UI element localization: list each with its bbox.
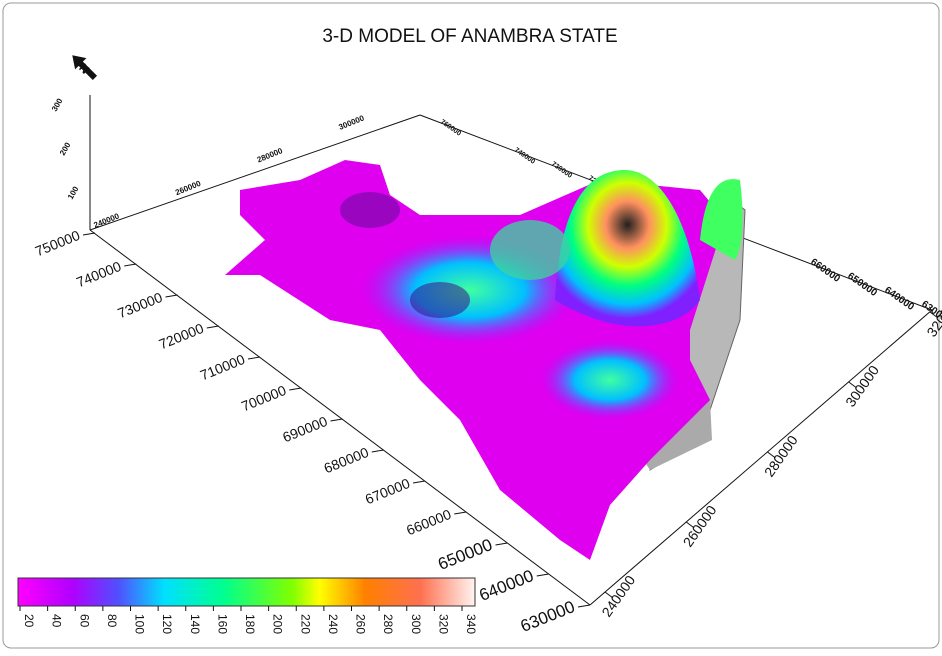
tick <box>412 480 426 484</box>
tick <box>604 591 614 599</box>
tick <box>82 232 96 236</box>
tick-label: 340 <box>464 614 478 634</box>
tick-label: 60 <box>77 614 91 628</box>
tick-label: 20 <box>22 614 36 628</box>
tick <box>685 521 695 529</box>
north-arrow: N <box>72 55 98 81</box>
tick <box>206 325 219 329</box>
tick <box>247 356 261 360</box>
tick-label: 320 <box>436 614 450 634</box>
tick <box>536 573 549 577</box>
surface <box>225 160 746 560</box>
tick <box>371 449 384 453</box>
tick <box>577 604 591 608</box>
tick <box>165 294 178 298</box>
tick <box>767 451 776 459</box>
tick-label: 160 <box>215 614 229 634</box>
tick-label: 220 <box>298 614 312 634</box>
tick <box>289 387 302 391</box>
tick-label: 240 <box>326 614 340 634</box>
colorbar <box>17 577 476 607</box>
tick <box>330 418 343 422</box>
tick-label: 280 <box>381 614 395 634</box>
tick-label: 140 <box>188 614 202 634</box>
tick <box>495 542 508 546</box>
tick <box>848 381 858 389</box>
chart-title: 3-D MODEL OF ANAMBRA STATE <box>322 26 617 47</box>
tick <box>454 511 467 515</box>
tick <box>124 263 137 267</box>
tick-label: 300 <box>409 614 423 634</box>
tick-label: 260 <box>354 614 368 634</box>
tick-label: 80 <box>105 614 119 628</box>
tick-label: 120 <box>160 614 174 634</box>
tick-label: 180 <box>243 614 257 634</box>
tick-label: 40 <box>50 614 64 628</box>
tick-label: 200 <box>271 614 285 634</box>
tick <box>929 311 939 319</box>
tick-label: 100 <box>133 614 147 634</box>
